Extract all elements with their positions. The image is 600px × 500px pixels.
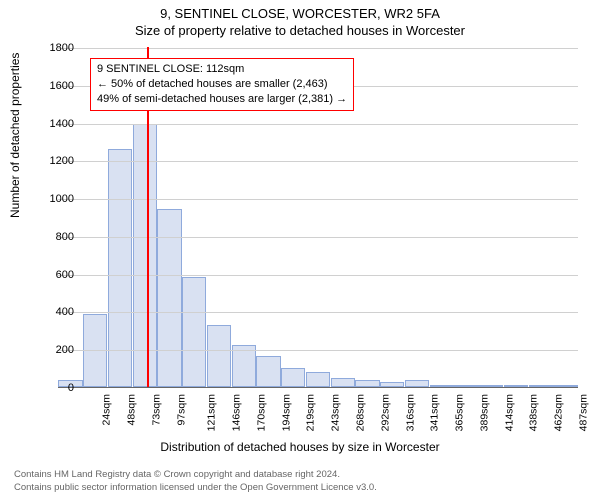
histogram-bar bbox=[331, 378, 355, 387]
grid-line bbox=[58, 237, 578, 238]
y-tick-label: 800 bbox=[34, 231, 74, 243]
grid-line bbox=[58, 161, 578, 162]
histogram-bar bbox=[430, 385, 454, 387]
histogram-bar bbox=[281, 368, 305, 387]
x-tick-label: 219sqm bbox=[305, 394, 317, 431]
x-tick-label: 341sqm bbox=[429, 394, 441, 431]
x-tick-label: 146sqm bbox=[231, 394, 243, 431]
x-tick-label: 24sqm bbox=[101, 394, 113, 426]
grid-line bbox=[58, 312, 578, 313]
y-axis-label: Number of detached properties bbox=[8, 53, 22, 218]
legend-line: ← 50% of detached houses are smaller (2,… bbox=[97, 77, 347, 92]
y-tick-label: 1800 bbox=[34, 42, 74, 54]
y-tick-label: 1600 bbox=[34, 80, 74, 92]
histogram-bar bbox=[454, 385, 478, 387]
x-tick-label: 170sqm bbox=[255, 394, 267, 431]
x-tick-label: 243sqm bbox=[330, 394, 342, 431]
y-tick-label: 400 bbox=[34, 306, 74, 318]
chart-container: 9, SENTINEL CLOSE, WORCESTER, WR2 5FA Si… bbox=[0, 0, 600, 500]
histogram-bar bbox=[479, 385, 503, 387]
y-tick-label: 600 bbox=[34, 269, 74, 281]
histogram-bar bbox=[256, 356, 280, 387]
x-tick-label: 462sqm bbox=[552, 394, 564, 431]
x-tick-label: 194sqm bbox=[280, 394, 292, 431]
footer-line-1: Contains HM Land Registry data © Crown c… bbox=[14, 469, 377, 481]
legend-line: 9 SENTINEL CLOSE: 112sqm bbox=[97, 62, 347, 77]
x-tick-label: 48sqm bbox=[126, 394, 138, 426]
x-tick-label: 414sqm bbox=[503, 394, 515, 431]
x-tick-label: 97sqm bbox=[175, 394, 187, 426]
legend-line: 49% of semi-detached houses are larger (… bbox=[97, 92, 347, 107]
footer-line-2: Contains public sector information licen… bbox=[14, 482, 377, 494]
grid-line bbox=[58, 124, 578, 125]
x-tick-label: 438sqm bbox=[528, 394, 540, 431]
y-tick-label: 1000 bbox=[34, 193, 74, 205]
title-sub: Size of property relative to detached ho… bbox=[0, 23, 600, 38]
histogram-bar bbox=[157, 209, 181, 388]
y-tick-label: 200 bbox=[34, 344, 74, 356]
x-tick-label: 268sqm bbox=[354, 394, 366, 431]
x-tick-label: 487sqm bbox=[577, 394, 589, 431]
x-tick-label: 292sqm bbox=[379, 394, 391, 431]
histogram-bar bbox=[306, 372, 330, 387]
histogram-bar bbox=[133, 124, 157, 387]
histogram-bar bbox=[207, 325, 231, 387]
legend-box: 9 SENTINEL CLOSE: 112sqm← 50% of detache… bbox=[90, 58, 354, 111]
grid-line bbox=[58, 275, 578, 276]
y-tick-label: 0 bbox=[34, 382, 74, 394]
grid-line bbox=[58, 199, 578, 200]
grid-line bbox=[58, 48, 578, 49]
histogram-bar bbox=[108, 149, 132, 387]
x-tick-label: 365sqm bbox=[453, 394, 465, 431]
grid-line bbox=[58, 350, 578, 351]
histogram-bar bbox=[504, 385, 528, 387]
histogram-bar bbox=[182, 277, 206, 388]
x-tick-label: 389sqm bbox=[478, 394, 490, 431]
x-tick-label: 316sqm bbox=[404, 394, 416, 431]
x-tick-label: 73sqm bbox=[150, 394, 162, 426]
histogram-bar bbox=[355, 380, 379, 387]
title-block: 9, SENTINEL CLOSE, WORCESTER, WR2 5FA Si… bbox=[0, 0, 600, 38]
histogram-bar bbox=[380, 382, 404, 387]
histogram-bar bbox=[232, 345, 256, 387]
histogram-bar bbox=[529, 385, 553, 387]
histogram-bar bbox=[553, 385, 577, 387]
y-tick-label: 1200 bbox=[34, 155, 74, 167]
x-tick-label: 121sqm bbox=[206, 394, 218, 431]
title-main: 9, SENTINEL CLOSE, WORCESTER, WR2 5FA bbox=[0, 6, 600, 21]
y-tick-label: 1400 bbox=[34, 118, 74, 130]
footer-attribution: Contains HM Land Registry data © Crown c… bbox=[14, 469, 377, 494]
x-axis-label: Distribution of detached houses by size … bbox=[0, 440, 600, 454]
histogram-bar bbox=[405, 380, 429, 387]
